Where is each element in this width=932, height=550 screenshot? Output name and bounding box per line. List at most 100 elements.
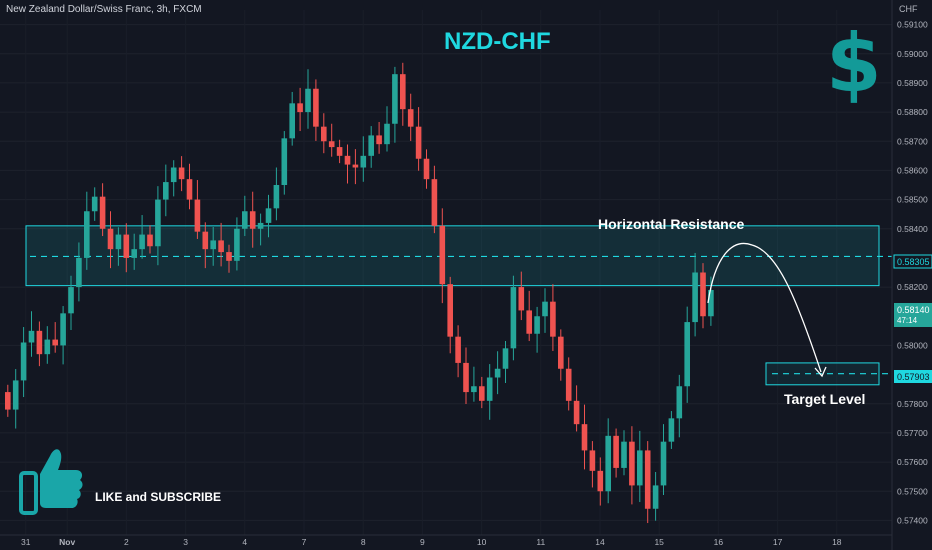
candle-body[interactable] [573,400,580,425]
candle-body[interactable] [60,313,66,346]
candle-body[interactable] [494,368,501,378]
candle-body[interactable] [36,330,43,355]
candle-body[interactable] [644,450,651,509]
candle-body[interactable] [289,103,295,139]
candle-body[interactable] [423,158,430,180]
candle-body[interactable] [107,228,114,250]
candle-body[interactable] [558,336,564,369]
x-tick-label: 11 [536,537,545,547]
candle-body[interactable] [352,164,359,168]
candle-body[interactable] [163,182,169,200]
candle-body[interactable] [360,155,367,168]
candle-body[interactable] [249,211,256,229]
candle-body[interactable] [392,74,398,124]
candle-body[interactable] [91,196,98,212]
candle-body[interactable] [368,135,374,156]
candle-body[interactable] [313,88,319,127]
candle-body[interactable] [170,167,177,183]
candle-body[interactable] [131,249,137,258]
candle-body[interactable] [637,450,643,486]
candle-body[interactable] [660,441,667,486]
candle-body[interactable] [28,330,35,343]
candle-body[interactable] [20,342,27,381]
candle-body[interactable] [384,123,390,145]
candle-body[interactable] [344,155,351,165]
candle-body[interactable] [321,126,327,142]
candle-body[interactable] [439,225,446,285]
candle-body[interactable] [257,222,264,229]
candle-body[interactable] [510,287,517,349]
candle-body[interactable] [684,322,690,387]
time-axis[interactable]: 31 Nov 2 3 4 7 8 9 10 11 14 15 16 17 18 [21,537,842,547]
candle-body[interactable] [178,167,185,180]
candle-body[interactable] [202,231,209,250]
candle-body[interactable] [115,234,122,250]
candle-body[interactable] [52,339,58,346]
candle-body[interactable] [44,339,51,355]
candle-body[interactable] [226,252,232,261]
candle-body[interactable] [455,336,461,363]
candle-body[interactable] [407,109,414,127]
candle-body[interactable] [84,211,90,258]
candle-body[interactable] [518,287,525,311]
candle-body[interactable] [668,418,675,442]
candle-body[interactable] [565,368,572,401]
candle-body[interactable] [542,301,548,317]
candle-body[interactable] [431,179,438,226]
candle-body[interactable] [76,257,82,288]
candle-body[interactable] [68,287,74,314]
projection-arrow[interactable] [707,242,822,373]
candle-body[interactable] [336,147,343,156]
candle-body[interactable] [415,126,422,159]
candle-body[interactable] [581,424,588,451]
candle-body[interactable] [605,435,611,492]
candle-body[interactable] [376,135,382,145]
candle-body[interactable] [242,211,248,229]
candle-body[interactable] [139,234,145,250]
x-tick-label: 2 [124,537,129,547]
symbol-header[interactable]: New Zealand Dollar/Swiss Franc, 3h, FXCM [6,4,202,15]
candle-body[interactable] [5,392,11,410]
candle-body[interactable] [621,441,627,468]
candle-body[interactable] [12,380,19,410]
candle-body[interactable] [597,470,604,492]
candle-body[interactable] [99,196,106,229]
candle-body[interactable] [479,386,485,401]
candle-body[interactable] [123,234,130,258]
candle-body[interactable] [589,450,596,471]
price-axis[interactable]: 0.59100 0.59000 0.58900 0.58800 0.58700 0.586… [897,20,928,526]
resistance-zone[interactable] [25,225,880,287]
candle-body[interactable] [486,377,493,401]
candle-body[interactable] [550,301,556,337]
candle-body[interactable] [534,316,540,334]
candle-body[interactable] [692,272,698,323]
candle-body[interactable] [400,74,406,110]
candle-body[interactable] [629,441,635,486]
candle-body[interactable] [147,234,153,247]
candle-body[interactable] [502,348,509,369]
candle-body[interactable] [186,179,193,200]
candle-body[interactable] [613,435,619,468]
candle-body[interactable] [281,138,288,185]
candle-body[interactable] [700,272,706,317]
candle-body[interactable] [265,208,272,223]
dollar-icon: $ [826,17,882,110]
candle-body[interactable] [447,284,453,337]
candle-body[interactable] [708,290,714,317]
candle-body[interactable] [234,228,240,261]
candle-body[interactable] [305,88,311,113]
candle-body[interactable] [676,386,683,419]
candle-body[interactable] [218,240,224,253]
candle-body[interactable] [471,386,477,393]
candle-body[interactable] [155,199,161,247]
candle-body[interactable] [652,485,659,509]
candle-body[interactable] [297,103,303,113]
candle-body[interactable] [328,141,335,148]
candle-body[interactable] [463,362,469,393]
grid [0,10,892,535]
candle-body[interactable] [194,199,201,232]
candle-body[interactable] [210,240,216,250]
candle-body[interactable] [273,185,280,209]
candle-body[interactable] [526,310,532,334]
